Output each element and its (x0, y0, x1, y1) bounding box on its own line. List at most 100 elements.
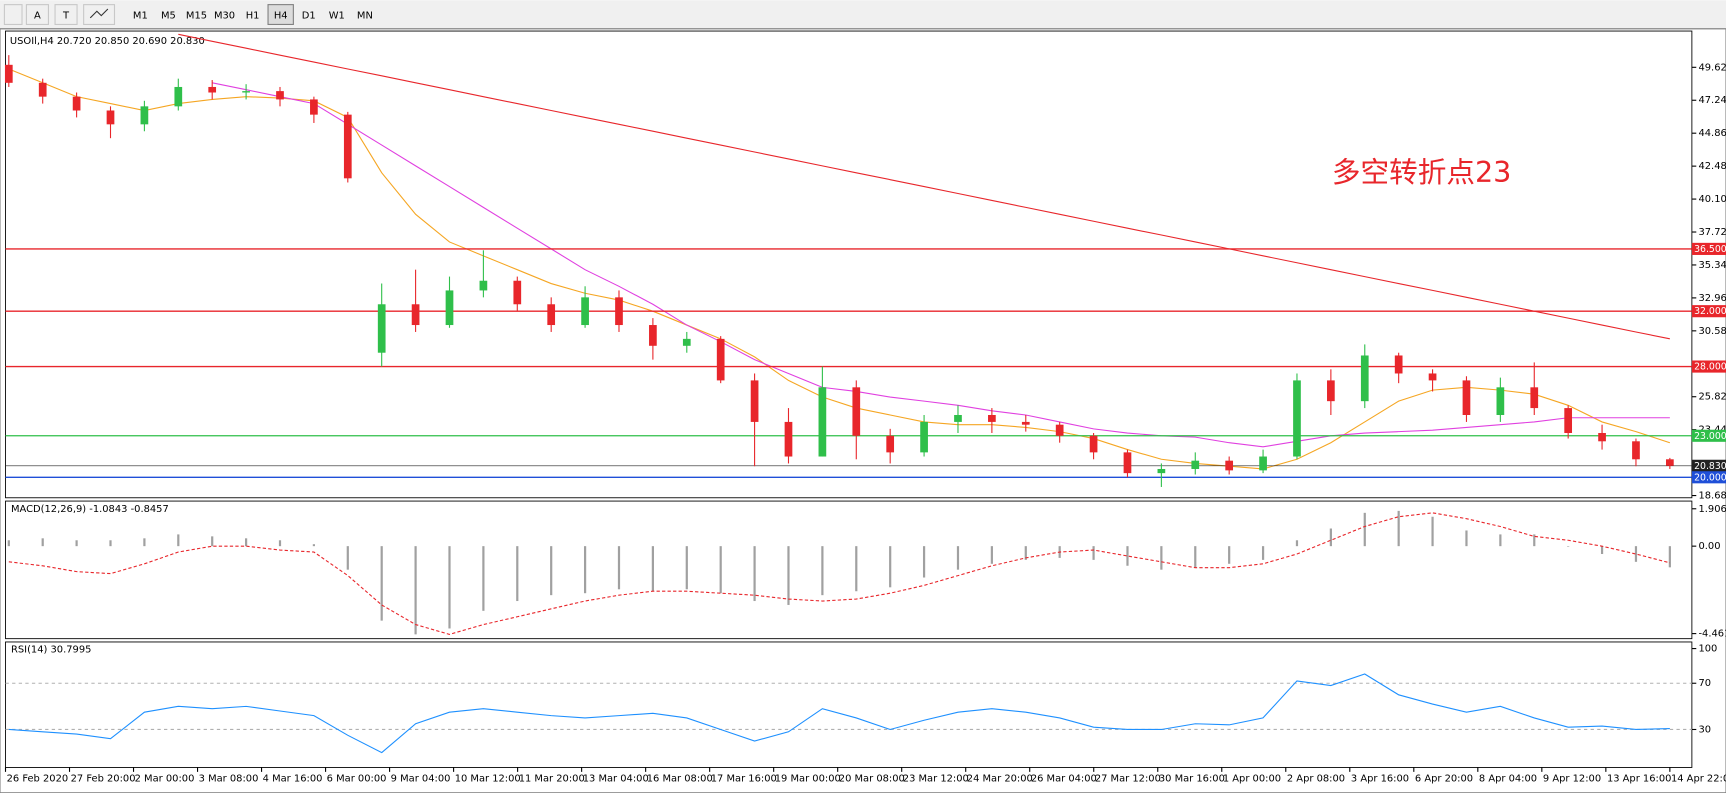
x-tick-label: 24 Mar 20:00 (967, 773, 1033, 784)
y-tick-label: 25.820 (1698, 392, 1726, 403)
x-tick-label: 16 Mar 08:00 (647, 773, 713, 784)
macd-bar (1160, 546, 1163, 570)
x-tick-label: 6 Mar 00:00 (327, 773, 387, 784)
tool-button[interactable] (25, 4, 49, 25)
timeframe-button[interactable] (323, 4, 351, 25)
candle-body (920, 421, 928, 453)
timeframe-button[interactable] (127, 4, 154, 25)
y-tick-label: 100 (1698, 644, 1717, 655)
candle-body (1055, 424, 1064, 436)
candle-body (682, 338, 691, 346)
macd-bar (1228, 546, 1231, 564)
candle-body (1259, 456, 1267, 471)
timeframe-label: H1 (246, 11, 260, 22)
macd-bar (312, 544, 315, 547)
level-label-box (1691, 360, 1726, 373)
candle-body (4, 64, 13, 83)
moving-average (178, 33, 1670, 340)
candle-body (242, 91, 250, 93)
macd-bar (41, 538, 44, 547)
level-label: 23.000 (1694, 431, 1726, 442)
candle-body (1123, 452, 1132, 474)
macd-bar (1431, 516, 1434, 547)
x-tick-label: 30 Mar 16:00 (1159, 773, 1225, 784)
rsi-panel (5, 641, 1693, 768)
level-label: 28.000 (1694, 362, 1726, 373)
tool-button[interactable] (83, 4, 116, 25)
candle-body (140, 106, 149, 125)
candle-body (988, 415, 996, 422)
timeframe-button[interactable] (239, 4, 266, 25)
timeframe-label: M1 (133, 11, 148, 22)
macd-bar (1499, 534, 1502, 547)
tool-icon (89, 8, 109, 19)
macd-bar (990, 546, 993, 564)
tool-button[interactable] (3, 4, 23, 25)
candle-body (1632, 441, 1640, 460)
moving-average (8, 68, 1671, 470)
y-tick-label: 32.960 (1698, 293, 1726, 304)
level-label-box (1691, 471, 1726, 484)
macd-bar (380, 546, 383, 621)
y-tick-label: 40.100 (1698, 194, 1726, 205)
tool-label: T (62, 11, 70, 22)
macd-bar (1465, 530, 1468, 547)
y-tick-label: -4.4614 (1698, 629, 1726, 640)
candle-body (750, 380, 759, 422)
tool-button[interactable] (54, 4, 78, 25)
x-tick-label: 11 Mar 20:00 (519, 773, 585, 784)
candle-body (343, 114, 352, 179)
candle-body (1598, 432, 1606, 442)
tool-label: A (34, 11, 41, 22)
y-tick-label: 30 (1698, 724, 1711, 735)
macd-bar (787, 546, 790, 605)
x-tick-label: 10 Mar 12:00 (455, 773, 521, 784)
macd-bar (889, 546, 892, 588)
candle-body (479, 280, 488, 291)
macd-bar (1261, 546, 1265, 560)
timeframe-button[interactable] (267, 4, 294, 25)
macd-bar (753, 546, 756, 602)
level-label-box (1691, 429, 1726, 442)
macd-header: MACD(12,26,9) -1.0843 -0.8457 (11, 504, 169, 515)
macd-bar (956, 546, 960, 570)
candle-body (954, 415, 962, 422)
timeframe-button[interactable] (183, 4, 210, 25)
y-tick-label: 18.680 (1698, 491, 1726, 502)
macd-bar (177, 534, 180, 547)
candle-body (411, 304, 420, 326)
macd-bar (719, 546, 722, 594)
macd-bar (1533, 534, 1536, 547)
macd-bar (1126, 546, 1129, 566)
candle-body (784, 421, 793, 457)
x-tick-label: 2 Mar 00:00 (135, 773, 195, 784)
candle-body (106, 110, 115, 125)
candle-body (1666, 459, 1674, 466)
candle-body (615, 297, 623, 326)
timeframe-button[interactable] (295, 4, 322, 25)
x-tick-label: 13 Mar 04:00 (583, 773, 649, 784)
candle-body (852, 387, 861, 436)
timeframe-button[interactable] (351, 4, 379, 25)
x-tick-label: 27 Mar 12:00 (1095, 773, 1161, 784)
macd-bar (448, 546, 451, 629)
candle-body (547, 304, 556, 326)
candle-body (445, 290, 454, 326)
candle-body (310, 99, 318, 115)
x-tick-label: 3 Mar 08:00 (199, 773, 259, 784)
level-label-box (1691, 305, 1726, 318)
candle-body (886, 435, 895, 453)
candle-body (1496, 387, 1505, 416)
timeframe-button[interactable] (211, 4, 238, 25)
macd-bar (1092, 546, 1095, 560)
macd-bar (922, 546, 926, 578)
macd-panel (5, 500, 1693, 640)
macd-bar (1295, 540, 1299, 547)
macd-bar (550, 546, 553, 596)
macd-bar (583, 546, 587, 594)
annotation: 多空转折点23 (1332, 155, 1511, 189)
timeframe-label: M15 (186, 11, 207, 22)
timeframe-button[interactable] (155, 4, 182, 25)
y-tick-label: 0.00 (1698, 541, 1720, 552)
macd-bar (1024, 546, 1027, 560)
